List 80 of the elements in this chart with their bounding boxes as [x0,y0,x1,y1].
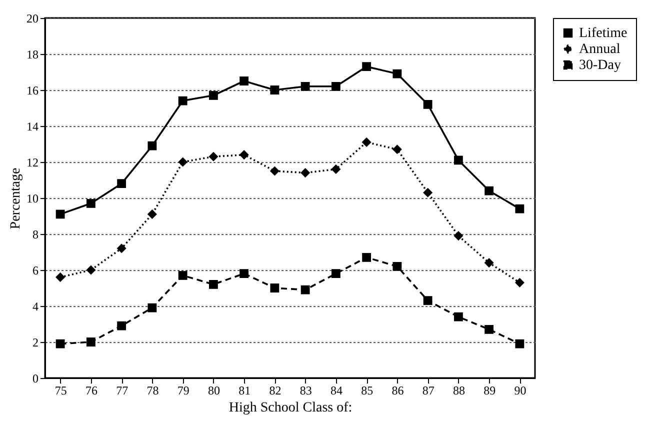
x-tick-label: 89 [484,384,496,398]
x-tick-label: 75 [54,384,67,398]
x-tick-label: 88 [452,384,465,398]
y-tick-label: 8 [32,228,38,242]
point [423,100,432,109]
point [454,156,463,165]
y-tick-label: 10 [26,192,38,206]
point [515,278,524,288]
x-tick-label: 81 [238,384,251,398]
x-tick-label: 76 [85,384,98,398]
point [148,141,157,150]
x-tick-label: 85 [361,384,374,398]
x-tick-label: 87 [422,384,434,398]
y-tick-label: 14 [26,120,38,134]
x-tick-label: 86 [392,384,404,398]
point [86,266,96,274]
point [392,262,402,271]
x-axis-title: High School Class of: [228,400,352,416]
point [300,168,310,178]
point [86,338,96,346]
legend-label: Annual [579,42,620,57]
point [423,188,432,198]
point [178,96,188,106]
point [331,164,340,174]
y-tick-label: 12 [26,156,38,170]
point [484,324,494,334]
point [270,284,280,292]
point [300,82,310,91]
point [331,269,340,278]
point [454,312,463,322]
y-tick-label: 18 [26,48,38,62]
y-tick-label: 20 [26,12,38,26]
x-tick-label: 77 [116,384,128,398]
x-tick-label: 90 [514,384,526,398]
y-tick-label: 16 [26,84,38,98]
y-tick-label: 0 [32,372,38,386]
y-tick-label: 2 [32,336,38,350]
point [208,152,218,162]
y-axis-title: Percentage [8,168,24,230]
x-tick-label: 78 [146,384,159,398]
point [86,198,96,208]
point [117,179,126,188]
point [56,339,65,348]
point [392,69,402,78]
point [484,186,494,196]
x-tick-label: 80 [208,384,220,398]
point [515,204,524,214]
point [148,210,157,219]
point [117,321,126,330]
point [178,270,188,280]
point [208,280,218,289]
point [300,285,310,294]
point [270,166,280,176]
point [240,150,249,160]
point [515,339,524,348]
x-tick-label: 83 [300,384,312,398]
point [56,272,65,282]
point [148,303,157,312]
point [240,76,249,86]
x-tick-label: 79 [177,384,190,398]
point [331,82,340,91]
x-tick-label: 82 [269,384,282,398]
y-tick-label: 6 [32,264,38,278]
legend-label: Lifetime [579,26,628,41]
point [484,258,494,268]
legend-label: 30-Day [579,58,621,73]
x-tick-label: 84 [330,384,342,398]
point [362,138,372,147]
point [178,158,188,166]
point [240,269,249,278]
point [454,231,463,240]
point [362,62,372,72]
point [56,210,65,219]
point [392,144,402,154]
y-tick-label: 4 [32,300,38,314]
point [270,86,280,94]
point [117,244,126,253]
point [423,296,432,306]
point [208,90,218,100]
point [362,252,372,262]
